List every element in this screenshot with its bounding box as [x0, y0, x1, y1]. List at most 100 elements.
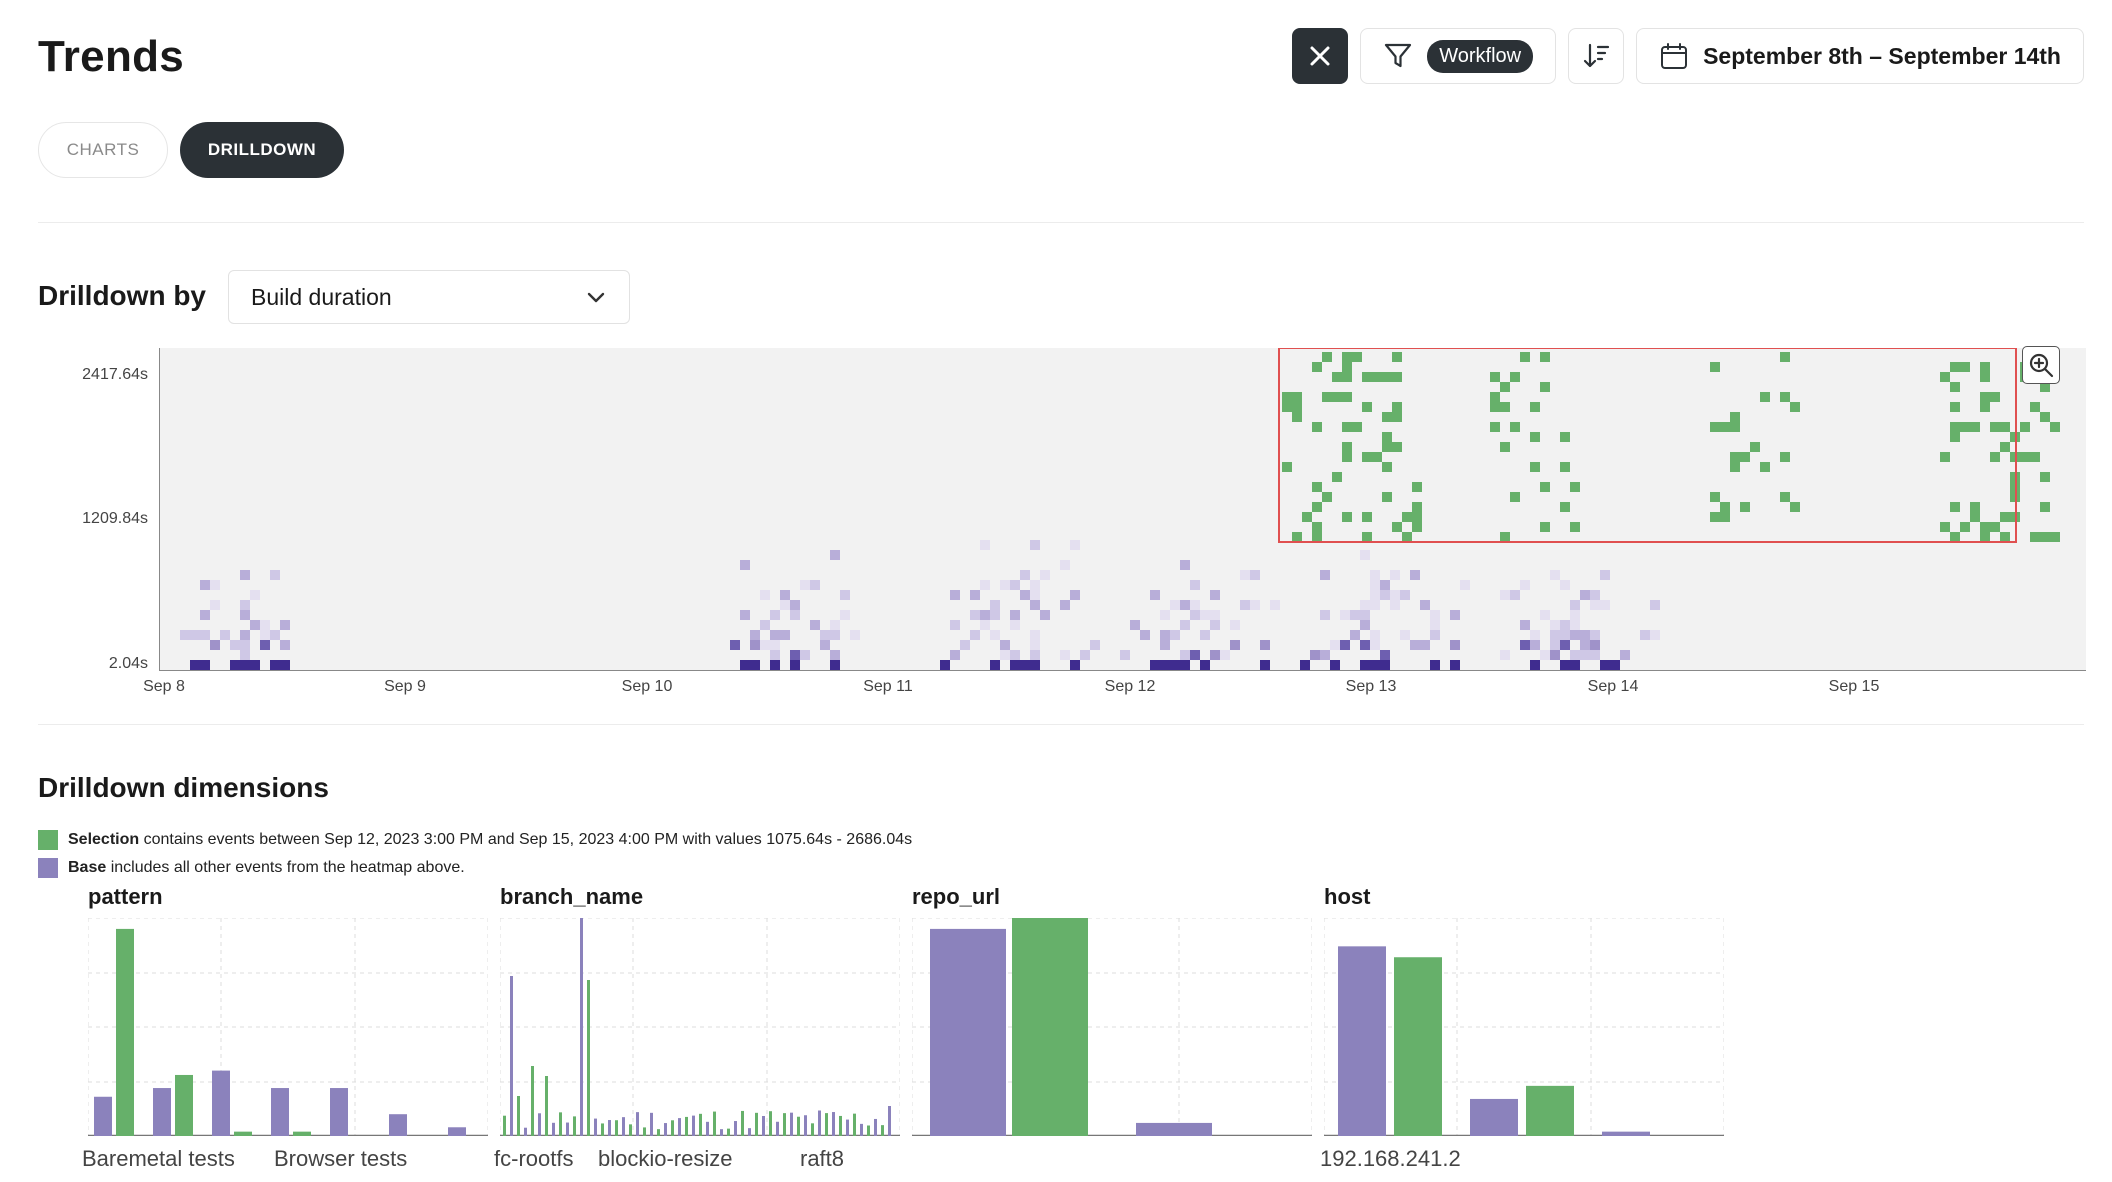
filter-pill[interactable]: Workflow: [1427, 39, 1534, 73]
dimension-chart-plot[interactable]: [88, 918, 488, 1136]
heatmap-selection-cell: [1312, 532, 1322, 542]
x-tick-label: Sep 8: [143, 678, 185, 695]
selection-bar: [1394, 957, 1442, 1136]
bar: [804, 1115, 807, 1136]
heatmap-plot-area[interactable]: [160, 347, 2086, 670]
bar: [706, 1121, 709, 1136]
bar: [727, 1128, 730, 1136]
heatmap-cell: [210, 600, 220, 610]
date-range-button[interactable]: September 8th – September 14th: [1636, 28, 2084, 84]
heatmap-cells[interactable]: [160, 347, 2086, 670]
heatmap-cell: [970, 610, 980, 620]
bar: [818, 1110, 821, 1136]
heatmap-selection-cell: [1500, 402, 1510, 412]
x-tick-label: Sep 14: [1587, 678, 1639, 695]
heatmap-selection-cell: [1382, 372, 1392, 382]
heatmap-cell: [1030, 650, 1040, 660]
heatmap-selection-cell: [1510, 422, 1520, 432]
dimension-chart-pattern[interactable]: pattern Baremetal tests Browser tests: [82, 884, 488, 1182]
heatmap-cell: [1560, 580, 1570, 590]
tab-charts[interactable]: CHARTS: [38, 122, 168, 178]
heatmap-cell: [1140, 630, 1150, 640]
zoom-in-button[interactable]: [2022, 346, 2060, 384]
heatmap-selection-cell: [1980, 402, 1990, 412]
heatmap-selection-cell: [1490, 402, 1500, 412]
heatmap-selection-cell: [1352, 422, 1362, 432]
heatmap-cell: [1060, 560, 1070, 570]
heatmap-selection-cell: [1412, 522, 1422, 532]
heatmap-cell: [1410, 570, 1420, 580]
tab-drilldown[interactable]: DRILLDOWN: [180, 122, 344, 178]
heatmap-cell: [1160, 610, 1170, 620]
heatmap-cell: [1570, 620, 1580, 630]
heatmap-cell: [1180, 660, 1190, 670]
heatmap-selection-cell: [2030, 402, 2040, 412]
heatmap-selection-cell: [1312, 502, 1322, 512]
close-button[interactable]: [1292, 28, 1349, 84]
filter-button[interactable]: Workflow: [1360, 28, 1557, 84]
dimension-chart-plot[interactable]: [1324, 918, 1724, 1136]
base-bar: [1338, 946, 1386, 1136]
heatmap-cell: [1240, 570, 1250, 580]
heatmap-cell: [240, 660, 250, 670]
selection-bar: [234, 1131, 252, 1136]
heatmap-cell: [950, 620, 960, 630]
bar: [762, 1115, 765, 1136]
heatmap-selection-cell: [1342, 372, 1352, 382]
heatmap-selection-cell: [1540, 522, 1550, 532]
heatmap-cell: [210, 640, 220, 650]
heatmap-x-axis: [159, 670, 2086, 671]
heatmap-cell: [790, 660, 800, 670]
heatmap-cell: [1160, 640, 1170, 650]
bar: [797, 1116, 800, 1136]
y-tick-label: 2417.64s: [82, 366, 148, 383]
heatmap-cell: [1340, 610, 1350, 620]
base-bar: [153, 1088, 171, 1136]
heatmap-cell: [240, 570, 250, 580]
heatmap-cell: [250, 620, 260, 630]
drilldown-select[interactable]: Build duration: [228, 270, 630, 324]
dimension-chart-repo-url[interactable]: repo_url: [912, 884, 1312, 1182]
bar: [811, 1123, 814, 1136]
dimension-x-label: blockio-resize: [598, 1146, 733, 1171]
heatmap-selection-cell: [1362, 452, 1372, 462]
heatmap-cell: [770, 660, 780, 670]
heatmap-cell: [1070, 590, 1080, 600]
heatmap-selection-cell: [1402, 512, 1412, 522]
heatmap-cell: [1010, 620, 1020, 630]
heatmap-selection-cell: [2040, 412, 2050, 422]
heatmap-cell: [950, 650, 960, 660]
bar: [503, 1115, 506, 1136]
heatmap-cell: [1200, 630, 1210, 640]
heatmap-selection-cell: [1510, 372, 1520, 382]
heatmap-cell: [1230, 620, 1240, 630]
heatmap-cell: [750, 660, 760, 670]
heatmap-cell: [1060, 650, 1070, 660]
heatmap-cell: [270, 570, 280, 580]
heatmap-cell: [1400, 590, 1410, 600]
dimension-chart-branch-name[interactable]: branch_name fc-rootfs blockio-resize raf…: [494, 884, 900, 1182]
selection-bar: [116, 928, 134, 1136]
heatmap-selection-cell: [1950, 382, 1960, 392]
heatmap-selection-cell: [2020, 422, 2030, 432]
bar: [657, 1129, 660, 1136]
heatmap-cell: [1020, 660, 1030, 670]
heatmap-selection-cell: [1980, 522, 1990, 532]
heatmap[interactable]: 2417.64s 1209.84s 2.04s Sep 8 Sep 9 Sep …: [0, 340, 2112, 710]
heatmap-cell: [230, 640, 240, 650]
dimension-chart-plot[interactable]: [500, 918, 900, 1136]
dimension-chart-plot[interactable]: [912, 918, 1312, 1136]
heatmap-selection-cell: [1362, 402, 1372, 412]
bar: [860, 1123, 863, 1136]
heatmap-cell: [1500, 590, 1510, 600]
heatmap-selection-cell: [1960, 362, 1970, 372]
heatmap-selection-cell: [1780, 452, 1790, 462]
sort-button[interactable]: [1568, 28, 1625, 84]
dimension-chart-host[interactable]: host 192.168.241.2: [1320, 884, 1724, 1182]
heatmap-cell: [280, 620, 290, 630]
heatmap-selection-cell: [1392, 442, 1402, 452]
bar: [867, 1125, 870, 1136]
bar: [650, 1112, 653, 1136]
heatmap-selection-cell: [1730, 452, 1740, 462]
heatmap-cell: [1530, 660, 1540, 670]
